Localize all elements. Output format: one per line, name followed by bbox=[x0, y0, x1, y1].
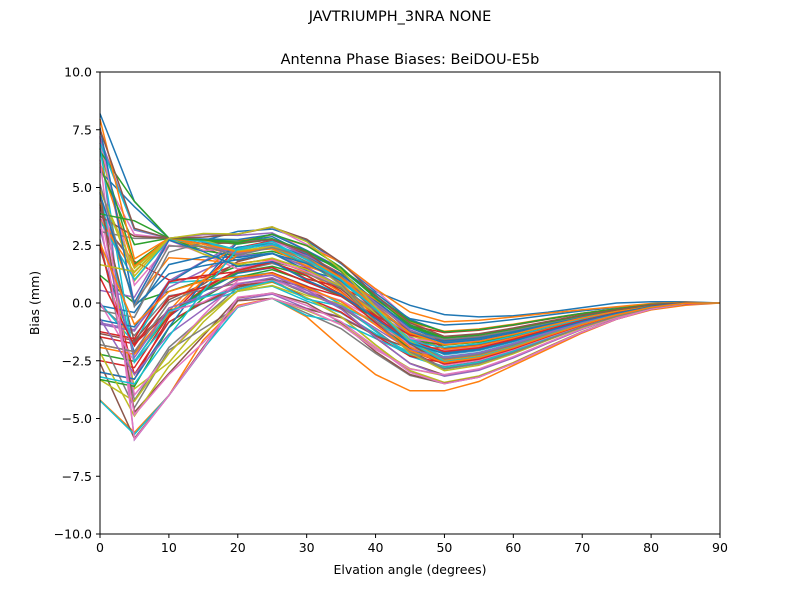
series-line bbox=[99, 193, 721, 355]
y-tick-label: −2.5 bbox=[62, 353, 92, 368]
chart-title: Antenna Phase Biases: BeiDOU-E5b bbox=[281, 52, 540, 68]
y-tick-label: 5.0 bbox=[72, 180, 92, 195]
y-axis-label: Bias (mm) bbox=[27, 271, 42, 335]
x-tick-label: 80 bbox=[643, 540, 659, 555]
x-tick-label: 20 bbox=[230, 540, 246, 555]
y-tick-label: −7.5 bbox=[62, 469, 92, 484]
series-line bbox=[99, 113, 721, 318]
y-tick-label: −10.0 bbox=[54, 527, 92, 542]
figure-suptitle: JAVTRIUMPH_3NRA NONE bbox=[308, 9, 492, 25]
x-tick-label: 50 bbox=[436, 540, 452, 555]
series-layer bbox=[99, 113, 721, 442]
x-axis-label: Elvation angle (degrees) bbox=[333, 562, 486, 577]
y-tick-label: −5.0 bbox=[62, 411, 92, 426]
series-line bbox=[99, 242, 721, 364]
series-line bbox=[99, 219, 721, 417]
x-tick-label: 10 bbox=[161, 540, 177, 555]
series-line bbox=[99, 234, 721, 353]
series-line bbox=[99, 183, 721, 370]
x-tick-label: 30 bbox=[299, 540, 315, 555]
series-line bbox=[99, 159, 721, 442]
x-tick-label: 40 bbox=[368, 540, 384, 555]
series-line bbox=[99, 129, 721, 338]
x-tick-label: 90 bbox=[712, 540, 728, 555]
x-tick-label: 70 bbox=[574, 540, 590, 555]
x-tick-label: 0 bbox=[96, 540, 104, 555]
y-tick-label: 0.0 bbox=[72, 296, 92, 311]
y-tick-label: 2.5 bbox=[72, 238, 92, 253]
y-tick-label: 7.5 bbox=[72, 122, 92, 137]
y-tick-label: 10.0 bbox=[64, 65, 92, 80]
x-tick-label: 60 bbox=[505, 540, 521, 555]
y-axis: −10.0 −7.5 −5.0 −2.5 0.0 2.5 5.0 7.5 10.0 bbox=[54, 65, 100, 542]
x-axis: 0 10 20 30 40 50 60 70 80 90 bbox=[96, 534, 728, 555]
series-line bbox=[99, 118, 721, 346]
